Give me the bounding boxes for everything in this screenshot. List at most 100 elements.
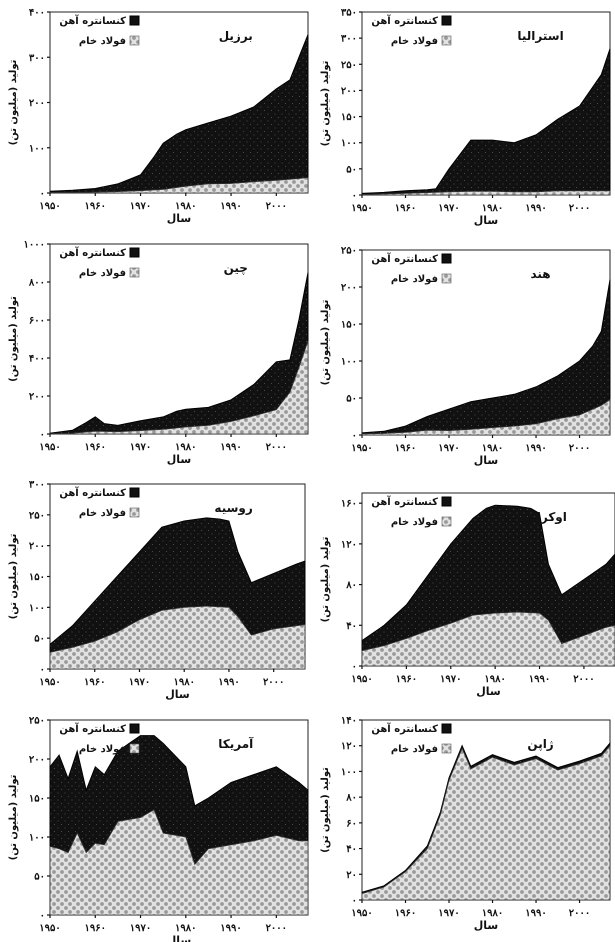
legend-swatch-steel	[441, 273, 452, 284]
y-tick-label: ۱۰۰	[341, 357, 357, 368]
x-tick-label: ۱۹۷۰	[438, 203, 459, 214]
chart-title: اوکراین	[521, 510, 566, 525]
y-tick-label: ۰	[40, 430, 45, 441]
legend-label-ore: کنسانتره آهن	[371, 722, 438, 735]
y-tick-label: ۵۰	[346, 394, 357, 405]
chart-title: ژاپن	[527, 737, 553, 751]
chart-title: آمریکا	[218, 736, 254, 751]
y-tick-label: ۱۵۰	[29, 572, 45, 583]
legend-swatch-ore	[441, 15, 452, 26]
x-tick-label: ۱۹۶۰	[395, 443, 416, 454]
chart-svg-australia: ۰ ۵۰ ۱۰۰ ۱۵۰ ۲۰۰ ۲۵۰ ۳۰۰ ۳۵۰ ۱۹۵۰ ۱۹۶۰ ۱۹۷۰ ۱۹۸۰ ۱۹۹…	[320, 8, 611, 227]
chart-ukraine: ۰ ۴۰ ۸۰ ۱۲۰ ۱۶۰ ۱۹۵۰ ۱۹۶۰ ۱۹۷۰ ۱۹۸۰ ۱۹۹۰ ۲۰۰۰ سال تو…	[312, 476, 615, 714]
y-tick-label: ۳۰۰	[29, 480, 45, 491]
x-tick-label: ۱۹۹۰	[220, 201, 241, 212]
y-tick-label: ۲۵۰	[29, 510, 45, 521]
series-area-ore	[49, 272, 309, 435]
chart-svg-russia: ۰ ۵۰ ۱۰۰ ۱۵۰ ۲۰۰ ۲۵۰ ۳۰۰ ۱۹۵۰ ۱۹۶۰ ۱۹۷۰ ۱۹۸۰ ۱۹۹۰ ۲۰…	[8, 480, 306, 701]
legend-label-ore: کنسانتره آهن	[59, 722, 126, 735]
legend-label-steel: فولاد خام	[79, 744, 126, 755]
chart-title: چین	[224, 261, 248, 275]
legend-label-steel: فولاد خام	[391, 517, 438, 528]
y-axis-label: تولید (میلیون تن)	[8, 296, 19, 382]
y-axis-label: تولید (میلیون تن)	[320, 536, 331, 622]
y-tick-label: ۰	[352, 431, 357, 442]
y-tick-label: ۶۰	[346, 818, 357, 829]
series-area-steel	[361, 398, 611, 436]
x-tick-label: ۱۹۹۰	[220, 923, 241, 934]
chart-svg-china: ۰ ۲۰۰ ۴۰۰ ۶۰۰ ۸۰۰ ۱۰۰۰ ۱۹۵۰ ۱۹۶۰ ۱۹۷۰ ۱۹۸۰ ۱۹۹۰ ۲۰۰…	[8, 240, 309, 466]
x-tick-label: ۱۹۸۰	[175, 923, 196, 934]
chart-china: ۰ ۲۰۰ ۴۰۰ ۶۰۰ ۸۰۰ ۱۰۰۰ ۱۹۵۰ ۱۹۶۰ ۱۹۷۰ ۱۹۸۰ ۱۹۹۰ ۲۰۰…	[0, 238, 312, 476]
y-tick-label: ۲۵۰	[341, 60, 357, 71]
x-tick-label: ۱۹۹۰	[525, 443, 546, 454]
x-tick-label: ۱۹۷۰	[130, 923, 151, 934]
chart-russia: ۰ ۵۰ ۱۰۰ ۱۵۰ ۲۰۰ ۲۵۰ ۳۰۰ ۱۹۵۰ ۱۹۶۰ ۱۹۷۰ ۱۹۸۰ ۱۹۹۰ ۲۰…	[0, 476, 312, 714]
x-axis-label: سال	[476, 685, 501, 698]
x-axis-label: سال	[474, 454, 499, 467]
y-tick-label: ۱۰۰۰	[24, 240, 45, 251]
x-tick-label: ۲۰۰۰	[266, 442, 287, 453]
legend-label-steel: فولاد خام	[79, 508, 126, 519]
y-tick-label: ۲۰	[346, 870, 357, 881]
legend-label-ore: کنسانتره آهن	[59, 486, 126, 499]
y-tick-label: ۰	[40, 189, 45, 200]
x-tick-label: ۱۹۵۰	[351, 443, 372, 454]
x-tick-label: ۱۹۸۰	[173, 677, 194, 688]
y-tick-label: ۳۰۰	[341, 34, 357, 45]
chart-india: ۰ ۵۰ ۱۰۰ ۱۵۰ ۲۰۰ ۲۵۰ ۱۹۵۰ ۱۹۶۰ ۱۹۷۰ ۱۹۸۰ ۱۹۹۰ ۲۰۰۰ س…	[312, 238, 615, 476]
x-tick-label: ۱۹۵۰	[39, 201, 60, 212]
y-axis-label: تولید (میلیون تن)	[320, 299, 331, 385]
chart-title: روسیه	[214, 501, 252, 516]
legend-label-steel: فولاد خام	[79, 268, 126, 279]
x-axis-label: سال	[165, 688, 190, 701]
legend-label-steel: فولاد خام	[391, 274, 438, 285]
x-tick-label: ۲۰۰۰	[569, 203, 590, 214]
x-tick-label: ۱۹۶۰	[85, 923, 106, 934]
x-tick-label: ۱۹۶۰	[395, 203, 416, 214]
y-tick-label: ۵۰	[34, 872, 45, 883]
legend-swatch-ore	[129, 723, 140, 734]
x-tick-label: ۱۹۶۰	[396, 674, 417, 685]
x-tick-label: ۱۹۸۰	[175, 201, 196, 212]
x-tick-label: ۱۹۹۰	[529, 674, 550, 685]
y-tick-label: ۱۶۰	[341, 499, 357, 510]
chart-svg-ukraine: ۰ ۴۰ ۸۰ ۱۲۰ ۱۶۰ ۱۹۵۰ ۱۹۶۰ ۱۹۷۰ ۱۹۸۰ ۱۹۹۰ ۲۰۰۰ سال تو…	[320, 492, 615, 698]
y-tick-label: ۴۰	[346, 844, 357, 855]
y-tick-label: ۴۰	[346, 621, 357, 632]
y-tick-label: ۲۰۰	[29, 755, 45, 766]
y-tick-label: ۰	[40, 911, 45, 922]
y-tick-label: ۲۵۰	[29, 716, 45, 727]
legend-swatch-ore	[441, 253, 452, 264]
legend-label-ore: کنسانتره آهن	[371, 495, 438, 508]
y-tick-label: ۱۴۰	[341, 716, 357, 727]
y-axis-label: تولید (میلیون تن)	[8, 774, 19, 860]
series-area-ore	[361, 48, 611, 196]
y-tick-label: ۲۰۰	[29, 392, 45, 403]
series-area-steel	[49, 605, 306, 670]
y-tick-label: ۱۰۰	[29, 603, 45, 614]
y-tick-label: ۳۰۰	[29, 53, 45, 64]
x-axis-label: سال	[167, 212, 192, 225]
series-area-steel	[361, 190, 611, 196]
legend-label-steel: فولاد خام	[79, 36, 126, 47]
x-tick-label: ۱۹۷۰	[130, 442, 151, 453]
x-tick-label: ۱۹۵۰	[351, 674, 372, 685]
legend-swatch-ore	[129, 15, 140, 26]
y-axis-label: تولید (میلیون تن)	[8, 59, 19, 145]
x-axis-label: سال	[167, 934, 192, 942]
x-tick-label: ۱۹۷۰	[129, 677, 150, 688]
y-axis-label: تولید (میلیون تن)	[320, 767, 331, 853]
legend-swatch-steel	[129, 507, 140, 518]
y-tick-label: ۱۲۰	[341, 539, 357, 550]
x-tick-label: ۱۹۷۰	[130, 201, 151, 212]
x-tick-label: ۱۹۵۰	[39, 442, 60, 453]
x-tick-label: ۱۹۹۰	[220, 442, 241, 453]
legend-label-ore: کنسانتره آهن	[59, 246, 126, 259]
y-tick-label: ۱۰۰	[29, 143, 45, 154]
y-tick-label: ۸۰	[345, 580, 357, 591]
legend-label-ore: کنسانتره آهن	[371, 14, 438, 27]
x-tick-label: ۱۹۸۰	[175, 442, 196, 453]
legend-label-steel: فولاد خام	[391, 36, 438, 47]
